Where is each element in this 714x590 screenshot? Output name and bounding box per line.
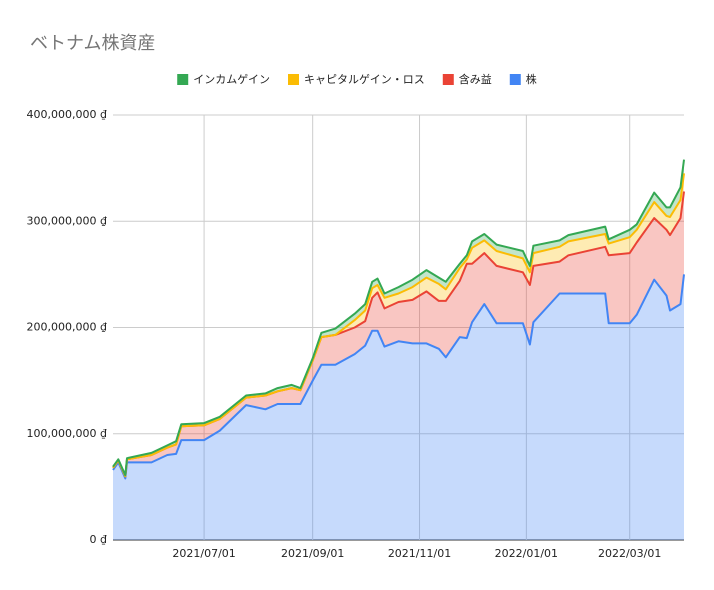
- legend-label: キャピタルゲイン・ロス: [304, 73, 425, 86]
- legend-label: インカムゲイン: [193, 73, 270, 86]
- line: [112, 274, 685, 480]
- y-tick-label: 100,000,000 ₫: [27, 427, 107, 440]
- legend-label: 含み益: [459, 72, 492, 86]
- chart-title: ベトナム株資産: [30, 33, 155, 54]
- legend-swatch: [442, 74, 454, 85]
- legend-swatch: [177, 74, 189, 85]
- x-tick-label: 2021/11/01: [388, 547, 451, 560]
- x-tick-label: 2021/09/01: [281, 547, 344, 560]
- x-tick-label: 2022/03/01: [598, 547, 661, 560]
- x-tick-label: 2021/07/01: [172, 547, 235, 560]
- y-tick-label: 300,000,000 ₫: [27, 214, 107, 227]
- line: [112, 159, 685, 477]
- y-tick-label: 0 ₫: [90, 533, 108, 546]
- legend-swatch: [509, 74, 521, 85]
- x-tick-label: 2022/01/01: [495, 547, 558, 560]
- y-tick-label: 400,000,000 ₫: [27, 108, 107, 121]
- legend: インカムゲイン キャピタルゲイン・ロス 含み益 株: [177, 72, 537, 86]
- legend-label: 株: [526, 72, 537, 86]
- legend-swatch: [288, 74, 299, 85]
- y-tick-label: 200,000,000 ₫: [27, 321, 107, 334]
- area: [113, 274, 684, 540]
- line: [112, 173, 685, 478]
